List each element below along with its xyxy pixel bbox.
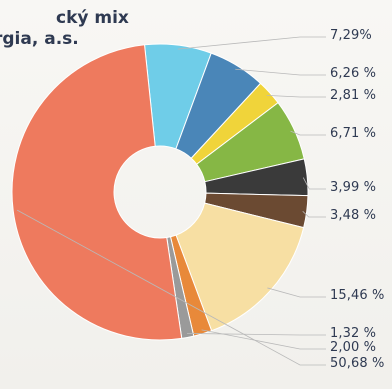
slices-group — [11, 43, 309, 341]
leader-line-5 — [302, 210, 326, 218]
slice-label-3: 6,71 % — [330, 126, 377, 141]
slice-label-1: 6,26 % — [330, 66, 377, 81]
slice-6 — [175, 202, 305, 332]
slice-label-9: 50,68 % — [330, 356, 385, 371]
slice-label-6: 15,46 % — [330, 288, 385, 303]
leader-line-8 — [187, 333, 326, 336]
leader-line-0 — [177, 36, 326, 50]
slice-label-2: 2,81 % — [330, 88, 377, 103]
leader-line-9 — [16, 209, 326, 366]
leader-lines-group — [16, 36, 326, 366]
leader-line-1 — [235, 68, 326, 76]
chart-title: cký mix rgia, a.s. — [0, 8, 129, 50]
chart-title-line-1: cký mix — [56, 8, 129, 28]
leader-line-2 — [266, 94, 326, 98]
slice-label-4: 3,99 % — [330, 180, 377, 195]
slice-label-8: 1,32 % — [330, 326, 377, 341]
slice-label-0: 7,29% — [330, 28, 372, 43]
slice-label-5: 3,48 % — [330, 208, 377, 223]
slice-9 — [11, 44, 183, 341]
leader-line-6 — [267, 287, 326, 298]
leader-line-7 — [201, 329, 326, 350]
leader-line-3 — [290, 130, 326, 136]
leader-line-4 — [302, 177, 326, 190]
chart-title-line-2: rgia, a.s. — [0, 29, 79, 49]
slice-label-7: 2,00 % — [330, 340, 377, 355]
